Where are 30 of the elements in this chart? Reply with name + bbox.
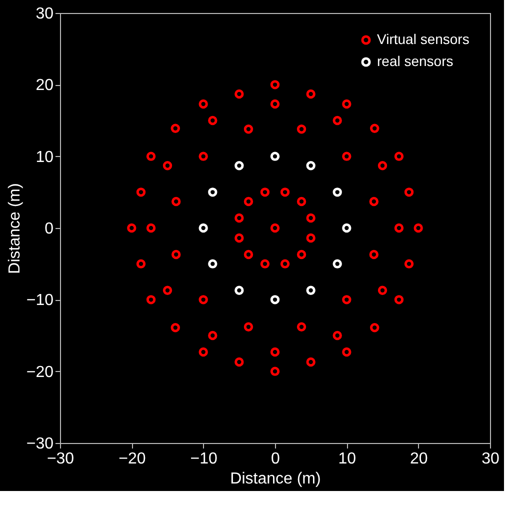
x-tick-label: 30 [482,450,500,468]
legend-label: real sensors [377,53,454,69]
y-tick-label: 10 [36,148,54,166]
x-axis-title: Distance (m) [230,470,321,488]
y-axis-title: Distance (m) [6,183,24,274]
x-tick-label: −20 [118,450,146,468]
y-tick-label: 30 [36,6,54,22]
point [234,161,244,170]
x-tick-label: −10 [190,450,218,468]
point [342,223,352,233]
point [208,188,218,197]
point [198,223,208,233]
point [332,188,342,197]
x-tick-label: −30 [46,450,74,468]
y-tick-label: 0 [44,220,54,238]
point [234,286,244,295]
point [332,259,342,268]
x-tick-label: 10 [338,450,356,468]
point [306,161,316,170]
point [270,295,280,304]
y-tick-label: −20 [26,364,54,381]
point [306,286,316,295]
point [208,259,218,268]
point [270,152,280,161]
legend-label: Virtual sensors [377,31,470,47]
x-tick-label: 0 [271,450,280,468]
x-tick-label: 20 [410,450,428,468]
y-tick-label: −10 [26,292,54,310]
y-tick-label: 20 [36,77,54,94]
y-tick-label: −30 [26,436,54,452]
